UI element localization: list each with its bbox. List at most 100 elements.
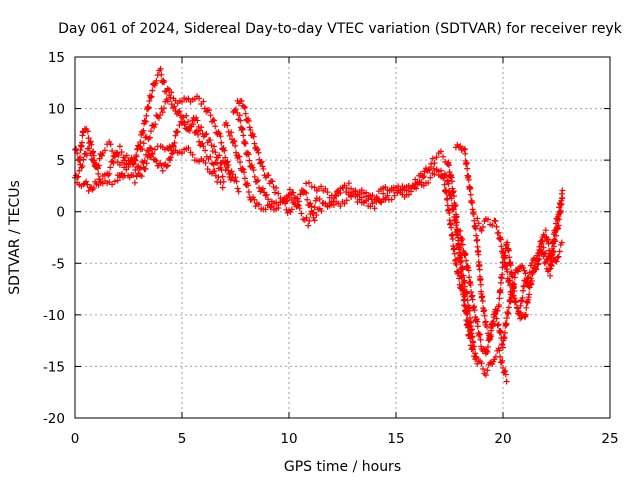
data-point <box>187 123 194 130</box>
data-point <box>466 307 473 314</box>
data-point <box>298 210 305 217</box>
data-point <box>218 139 225 146</box>
data-point <box>225 167 232 174</box>
data-point <box>172 132 179 139</box>
data-point <box>307 200 314 207</box>
x-tick-label: 15 <box>387 431 404 447</box>
data-point <box>239 165 246 172</box>
y-axis-label: SDTVAR / TECUs <box>7 180 23 295</box>
data-point <box>555 222 562 229</box>
data-point <box>448 224 455 231</box>
data-point <box>216 152 223 159</box>
data-point <box>166 143 173 150</box>
data-point <box>461 277 468 284</box>
data-point <box>477 276 484 283</box>
data-point <box>482 318 489 325</box>
data-point <box>488 327 495 334</box>
data-point <box>352 188 359 195</box>
data-point <box>232 106 239 113</box>
data-point <box>294 201 301 208</box>
data-point <box>493 223 500 230</box>
data-point <box>200 143 207 150</box>
data-point <box>496 347 503 354</box>
data-point <box>115 152 122 159</box>
data-point <box>290 189 297 196</box>
data-point <box>251 140 258 147</box>
data-point <box>477 336 484 343</box>
data-point <box>497 279 504 286</box>
data-point <box>468 323 475 330</box>
data-point <box>526 291 533 298</box>
data-point <box>471 307 478 314</box>
data-point <box>453 261 460 268</box>
data-point <box>136 165 143 172</box>
data-point <box>498 243 505 250</box>
data-point <box>501 335 508 342</box>
data-point <box>240 132 247 139</box>
data-point <box>520 264 527 271</box>
data-point <box>545 240 552 247</box>
data-point <box>198 124 205 131</box>
data-point <box>206 107 213 114</box>
data-point <box>356 190 363 197</box>
data-point <box>294 195 301 202</box>
data-point <box>226 132 233 139</box>
data-point <box>273 184 280 191</box>
data-point <box>558 207 565 214</box>
series-track-i <box>474 194 566 322</box>
data-point <box>480 224 487 231</box>
data-point <box>212 149 219 156</box>
data-point <box>109 147 116 154</box>
data-point <box>547 272 554 279</box>
data-point <box>446 210 453 217</box>
data-point <box>221 147 228 154</box>
y-tick-label: -20 <box>43 411 65 427</box>
data-point <box>142 165 149 172</box>
series-track-j <box>457 227 565 357</box>
data-point <box>194 117 201 124</box>
data-point <box>552 232 559 239</box>
data-point <box>556 216 563 223</box>
y-tick-label: -10 <box>43 308 65 324</box>
data-point <box>217 179 224 186</box>
data-point <box>171 103 178 110</box>
data-point <box>145 104 152 111</box>
data-point <box>473 232 480 239</box>
y-tick-label: -15 <box>43 359 65 375</box>
data-point <box>477 281 484 288</box>
chart-title: Day 061 of 2024, Sidereal Day-to-day VTE… <box>58 21 623 37</box>
data-point <box>556 248 563 255</box>
data-point <box>506 254 513 261</box>
data-point <box>496 295 503 302</box>
data-point <box>558 201 565 208</box>
data-point <box>478 360 485 367</box>
data-point <box>87 138 94 145</box>
data-point <box>330 198 337 205</box>
data-point <box>540 253 547 260</box>
data-point <box>494 307 501 314</box>
data-point <box>167 144 174 151</box>
data-point <box>140 127 147 134</box>
data-point <box>242 140 249 147</box>
data-marks <box>72 65 566 385</box>
data-point <box>143 112 150 119</box>
data-point <box>535 256 542 263</box>
data-point <box>85 135 92 142</box>
data-point <box>448 195 455 202</box>
data-point <box>85 188 92 195</box>
data-point <box>265 196 272 203</box>
data-point <box>147 94 154 101</box>
data-point <box>540 244 547 251</box>
data-point <box>86 145 93 152</box>
data-point <box>431 160 438 167</box>
data-point <box>133 152 140 159</box>
data-point <box>429 155 436 162</box>
data-point <box>251 196 258 203</box>
data-point <box>221 160 228 167</box>
data-point <box>522 311 529 318</box>
data-point <box>480 346 487 353</box>
series-track-f <box>230 106 475 335</box>
data-point <box>479 298 486 305</box>
data-point <box>219 184 226 191</box>
data-point <box>455 269 462 276</box>
